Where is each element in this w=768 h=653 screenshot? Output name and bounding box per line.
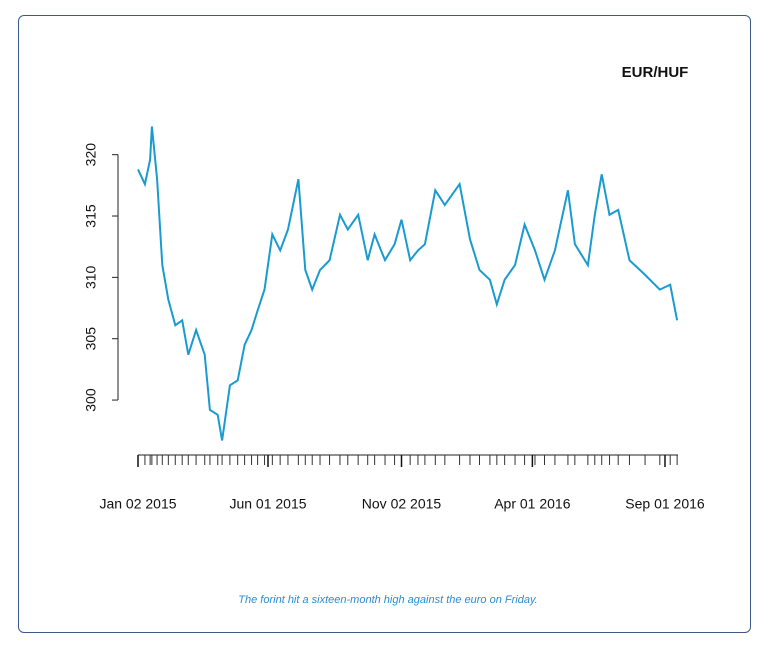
x-tick-label: Nov 02 2015 bbox=[362, 496, 442, 512]
y-tick-label: 320 bbox=[83, 143, 99, 167]
chart-title: EUR/HUF bbox=[622, 64, 689, 81]
card-frame bbox=[18, 15, 751, 633]
data-line bbox=[137, 126, 679, 441]
x-tick-label: Sep 01 2016 bbox=[625, 496, 705, 512]
x-tick-label: Apr 01 2016 bbox=[494, 496, 570, 512]
y-tick-label: 305 bbox=[83, 327, 99, 351]
y-tick-label: 300 bbox=[83, 388, 99, 412]
y-tick-label: 310 bbox=[83, 265, 99, 289]
x-tick-label: Jun 01 2015 bbox=[229, 496, 306, 512]
y-tick-label: 315 bbox=[83, 204, 99, 228]
x-tick-label: Jan 02 2015 bbox=[99, 496, 176, 512]
caption: The forint hit a sixteen-month high agai… bbox=[238, 594, 537, 606]
